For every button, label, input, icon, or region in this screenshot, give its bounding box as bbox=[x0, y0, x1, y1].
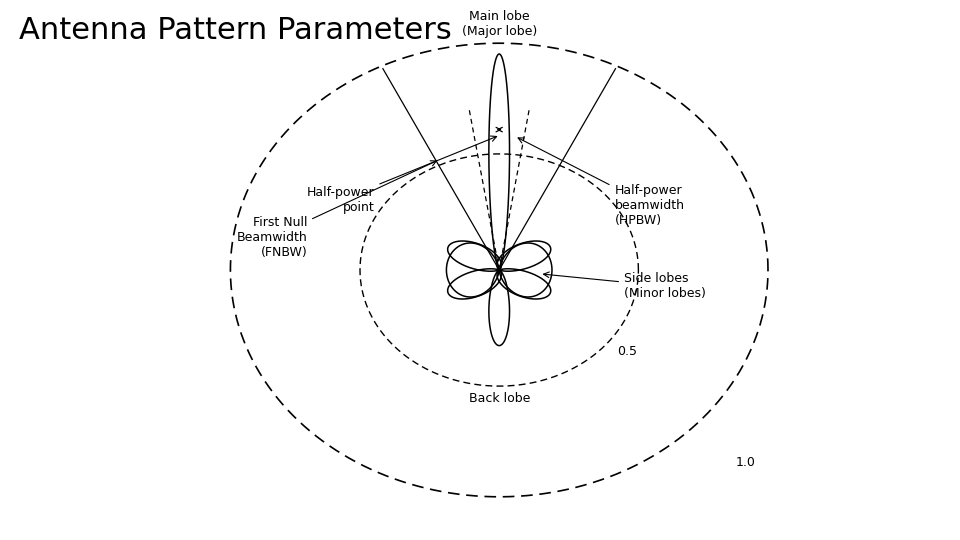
Text: Back lobe: Back lobe bbox=[468, 392, 530, 404]
Text: Half-power
beamwidth
(HPBW): Half-power beamwidth (HPBW) bbox=[518, 138, 684, 227]
Text: First Null
Beamwidth
(FNBW): First Null Beamwidth (FNBW) bbox=[236, 161, 437, 259]
Text: Side lobes
(Minor lobes): Side lobes (Minor lobes) bbox=[543, 272, 706, 300]
Text: Half-power
point: Half-power point bbox=[307, 136, 496, 214]
Text: Antenna Pattern Parameters: Antenna Pattern Parameters bbox=[19, 16, 452, 45]
Text: 0.5: 0.5 bbox=[617, 345, 637, 358]
Text: Main lobe
(Major lobe): Main lobe (Major lobe) bbox=[462, 10, 537, 38]
Text: 1.0: 1.0 bbox=[735, 456, 756, 469]
